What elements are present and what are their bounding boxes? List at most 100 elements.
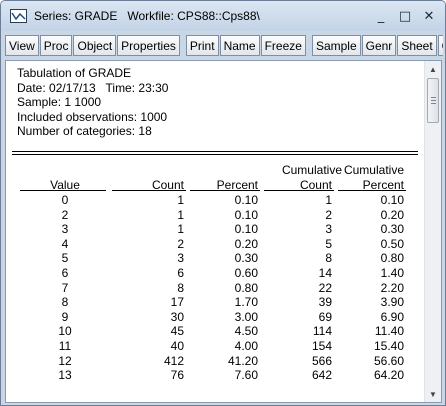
cumulative-count-cell: 14: [318, 266, 332, 280]
header-rule: [190, 190, 260, 191]
header-rule: [112, 190, 186, 191]
cumulative-count-cell: 642: [311, 368, 332, 383]
table-row: 5 3 0.30 8 0.80: [6, 251, 426, 265]
scrollbar-thumb[interactable]: [427, 78, 439, 123]
cumulative-count-cell: 2: [325, 207, 332, 222]
value-cell: 2: [61, 207, 69, 222]
print-button[interactable]: Print: [185, 35, 219, 56]
name-button[interactable]: Name: [219, 35, 260, 56]
percent-cell: 0.10: [234, 207, 258, 222]
tabulation-header: Tabulation of GRADE Date: 02/17/13 Time:…: [17, 66, 168, 139]
percent-cell: 0.10: [234, 193, 258, 207]
count-cell: 6: [177, 266, 184, 280]
percent-cell: 0.10: [234, 222, 258, 237]
view-button[interactable]: View: [5, 35, 39, 56]
count-cell: 1: [177, 207, 184, 222]
value-cell: 11: [58, 339, 72, 353]
minimize-button[interactable]: _: [377, 8, 385, 24]
cumulative-count-cell: 69: [318, 309, 332, 324]
value-cell: 0: [61, 193, 69, 207]
cumulative-percent-cell: 2.20: [380, 280, 404, 295]
vertical-scrollbar[interactable]: ▲ ▼: [424, 61, 441, 402]
percent-cell: 0.30: [234, 251, 258, 266]
date-time-line: Date: 02/17/13 Time: 23:30: [17, 80, 169, 95]
table-row: 2 1 0.10 2 0.20: [6, 208, 426, 222]
percent-cell: 4.00: [234, 339, 258, 353]
thumb-grip-line: [431, 97, 436, 98]
percent-cell: 0.80: [234, 280, 258, 295]
cumulative-percent-cell: 0.10: [380, 193, 404, 207]
value-cell: 3: [61, 222, 69, 237]
properties-button[interactable]: Properties: [117, 35, 180, 56]
value-cell: 6: [61, 266, 69, 280]
table-row: 6 6 0.60 14 1.40: [6, 266, 426, 280]
cumulative-percent-cell: 64.20: [373, 368, 404, 383]
cumulative-percent-cell: 1.40: [380, 266, 404, 280]
graph-button[interactable]: Gr: [437, 35, 443, 56]
percent-cell: 7.60: [234, 368, 258, 383]
table-row: 11 40 4.00 154 15.40: [6, 339, 426, 353]
table-top-rule: [12, 151, 418, 152]
freeze-button[interactable]: Freeze: [260, 35, 306, 56]
header-rule: [264, 190, 334, 191]
table-row: 3 1 0.10 3 0.30: [6, 222, 426, 236]
cumulative-percent-cell: 6.90: [380, 309, 404, 324]
table-row: 12 412 41.20 566 56.60: [6, 354, 426, 368]
value-cell: 8: [61, 295, 69, 310]
object-button[interactable]: Object: [73, 35, 117, 56]
cumulative-count-cell: 3: [325, 222, 332, 237]
count-header: Count: [151, 178, 184, 192]
cumulative-count-cell: 566: [311, 353, 332, 368]
value-cell: 10: [58, 324, 72, 339]
cumulative-percent-cell: 56.60: [373, 353, 404, 368]
cumulative-percent-cell: 15.40: [373, 339, 404, 353]
toolbar: View Proc Object Properties Print Name F…: [5, 35, 443, 56]
title-bar[interactable]: Series: GRADE Workfile: CPS88::Cps88\ _ …: [1, 1, 445, 31]
percent-header: Percent: [216, 178, 258, 192]
table-row: 0 1 0.10 1 0.10: [6, 193, 426, 207]
cumulative-count-cell: 1: [325, 193, 332, 207]
proc-button[interactable]: Proc: [39, 35, 73, 56]
sheet-button[interactable]: Sheet: [397, 35, 437, 56]
table-top-rule: [12, 154, 418, 155]
cumulative-percent-header: Percent: [362, 178, 404, 192]
percent-cell: 41.20: [227, 353, 258, 368]
cumulative-percent-cell: 3.90: [380, 295, 404, 310]
sample-button[interactable]: Sample: [311, 35, 361, 56]
header-rule: [338, 190, 406, 191]
cumulative-percent-cell: 11.40: [374, 324, 404, 339]
percent-cell: 4.50: [234, 324, 258, 339]
output-pane[interactable]: Tabulation of GRADE Date: 02/17/13 Time:…: [5, 60, 442, 403]
sample-line: Sample: 1 1000: [17, 95, 102, 109]
close-button[interactable]: ✕: [423, 8, 435, 24]
percent-cell: 3.00: [234, 309, 258, 324]
genr-button[interactable]: Genr: [361, 35, 397, 56]
cumulative-percent-cell: 0.30: [380, 222, 404, 237]
cumulative-count-cell: 154: [311, 339, 332, 353]
count-cell: 45: [170, 324, 184, 339]
value-cell: 4: [61, 236, 69, 251]
cumulative-count-cell: 39: [318, 295, 332, 310]
scroll-down-arrow-icon[interactable]: ▼: [429, 389, 437, 399]
window-title: Series: GRADE Workfile: CPS88::Cps88\: [34, 9, 260, 23]
count-cell: 3: [177, 251, 184, 266]
thumb-grip-line: [431, 103, 436, 104]
cumulative-percent-cell: 0.50: [380, 236, 404, 251]
table-row: 4 2 0.20 5 0.50: [6, 237, 426, 251]
thumb-grip-line: [431, 100, 436, 101]
scroll-up-arrow-icon[interactable]: ▲: [429, 64, 437, 74]
count-cell: 17: [170, 295, 184, 310]
cumulative-count-cell: 22: [318, 280, 332, 295]
maximize-button[interactable]: □: [398, 8, 412, 24]
cumulative-percent-header-top: Cumulative: [343, 163, 404, 177]
count-cell: 8: [177, 280, 184, 295]
cumulative-count-header-top: Cumulative: [281, 163, 342, 177]
header-rule: [20, 190, 106, 191]
value-cell: 5: [61, 251, 69, 266]
value-cell: 7: [61, 280, 69, 295]
cumulative-count-header: Count: [299, 178, 332, 192]
percent-cell: 1.70: [234, 295, 258, 310]
value-header: Value: [50, 178, 80, 192]
cumulative-count-cell: 5: [325, 236, 332, 251]
